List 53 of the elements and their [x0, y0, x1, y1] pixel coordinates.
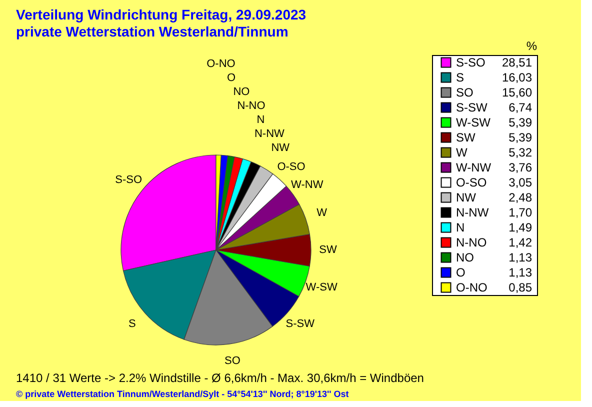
data-label: 3,76: [508, 160, 532, 174]
data-label: 5,39: [508, 116, 532, 130]
legend-label: N-NW: [456, 206, 490, 220]
data-label: 5,39: [508, 130, 532, 144]
legend-label: NW: [456, 190, 477, 204]
legend-label: W: [456, 146, 468, 160]
data-label: 2,48: [508, 190, 532, 204]
legend-label: SO: [456, 86, 474, 100]
data-label: 15,60: [502, 86, 532, 100]
slice-label: SO: [224, 354, 241, 367]
slice-label: NW: [271, 142, 290, 154]
slice-label: S-SW: [286, 318, 316, 330]
legend-title: %: [526, 39, 538, 53]
slice-label: N-NW: [254, 128, 286, 140]
legend-label: S: [456, 70, 464, 84]
category-label: NO: [233, 86, 250, 98]
data-label: 16,03: [502, 70, 532, 84]
category-label: N-NO: [237, 100, 266, 112]
legend-label: S-SO: [456, 56, 486, 70]
legend-label: O-NO: [456, 280, 488, 294]
slice-label: O-SO: [277, 161, 306, 174]
data-label: 6,74: [508, 100, 532, 114]
legend-label: S-SW: [456, 100, 488, 114]
slice-label: W-SW: [306, 281, 338, 294]
slice-label: S: [128, 318, 136, 330]
slice-label: W-NW: [291, 178, 324, 191]
legend-label: SW: [456, 130, 476, 144]
data-label: 1,13: [508, 266, 532, 280]
text: 1410 / 31 Werte -> 2.2% Windstille - Ø 6,6km/h - Max. 30,6km/h = Windböen: [16, 371, 424, 385]
legend-label: W-NW: [456, 160, 492, 174]
data-label: 1,13: [508, 250, 532, 264]
category-label: O-NO: [206, 58, 236, 70]
legend-label: N-NO: [456, 236, 487, 250]
slice-label: SW: [319, 244, 338, 256]
slice-label: N: [256, 114, 265, 126]
slice-label: W: [316, 207, 328, 220]
data-label: 5,32: [508, 146, 532, 160]
legend-label: NO: [456, 250, 474, 264]
legend-label: W-SW: [456, 116, 492, 130]
data-label: 0,85: [508, 280, 532, 294]
legend-label: O-SO: [456, 176, 487, 190]
chart-subtitle: private Wetterstation Westerland/Tinnum: [16, 24, 288, 40]
data-label: 1,42: [508, 236, 532, 250]
legend-label: O: [456, 266, 466, 280]
text: © private Wetterstation Tinnum/Westerland/Sylt - 54°54'13'' Nord; 8°19'13'' Ost: [16, 389, 349, 399]
category-label: O: [227, 72, 236, 84]
data-label: 1,70: [508, 206, 532, 220]
data-label: 1,49: [508, 220, 532, 234]
data-label: 3,05: [508, 176, 532, 190]
chart-title: Verteilung Windrichtung Freitag, 29.09.2023: [16, 6, 306, 22]
legend-label: N: [456, 220, 465, 234]
data-label: 28,51: [502, 56, 532, 70]
slice-label: S-SO: [115, 174, 142, 186]
